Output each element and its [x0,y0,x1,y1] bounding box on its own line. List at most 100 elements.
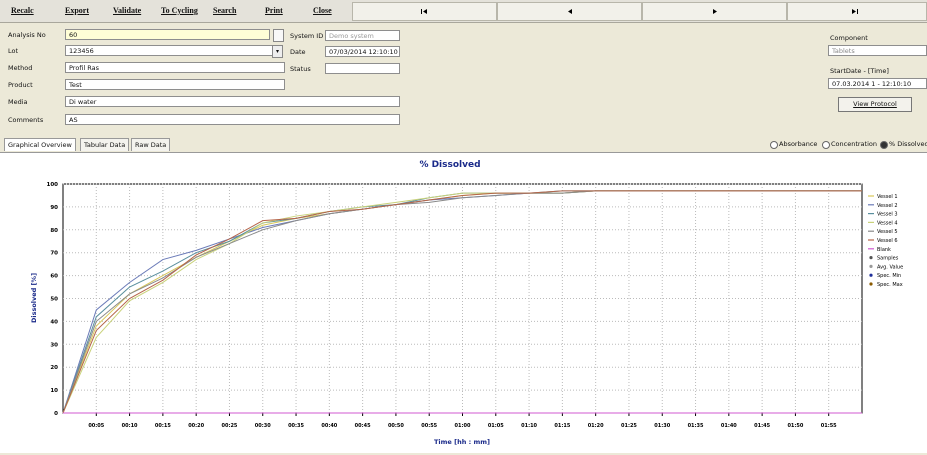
radio-label: % Dissolved [889,140,927,148]
field-label: Media [8,98,28,106]
series-line [62,190,862,414]
x-tick-label: 00:45 [355,423,371,429]
y-tick-label: 60 [50,274,58,280]
x-tick-label: 00:25 [221,423,237,429]
field-label: Comments [8,116,44,124]
x-tick-label: 01:15 [554,423,570,429]
field-input[interactable]: Demo system [325,30,400,41]
next-icon [713,9,717,14]
legend-label: Spec. Max [877,282,903,288]
legend-marker [869,256,873,260]
y-tick-label: 40 [50,319,58,325]
legend-label: Vessel 3 [877,212,898,218]
y-tick-label: 90 [50,205,58,211]
x-tick-label: 01:45 [754,423,770,429]
radio-label: Absorbance [779,140,818,148]
field-input[interactable]: 07/03/2014 12:10:10 [325,46,400,57]
dropdown-arrow[interactable]: ▾ [272,45,283,58]
tab[interactable]: Raw Data [131,138,171,151]
field-input[interactable]: 60 [65,29,270,40]
radio-label: Concentration [831,140,877,148]
field-label: Method [8,64,33,72]
y-tick-label: 0 [54,411,58,417]
search-button[interactable]: Search [213,6,237,15]
field-input[interactable]: Test [65,79,285,90]
legend-label: Blank [877,247,891,253]
cycling-button[interactable]: To Cycling [161,6,198,15]
y-axis-label: Dissolved [%] [30,273,38,323]
x-tick-label: 01:10 [521,423,537,429]
y-tick-label: 30 [50,342,58,348]
component-label: Component [830,34,868,42]
legend-label: Vessel 6 [877,238,898,244]
last-button[interactable] [787,2,927,21]
legend-label: Vessel 2 [877,203,898,209]
field-input[interactable]: AS [65,114,400,125]
x-tick-label: 00:20 [188,423,204,429]
x-axis-label: Time [hh : mm] [434,438,490,446]
tab[interactable]: Tabular Data [80,138,130,151]
legend-label: Vessel 1 [877,194,898,200]
field-input[interactable]: 123456 [65,45,280,56]
chart-title: % Dissolved [419,160,480,170]
field-label: Status [290,65,311,73]
legend-label: Spec. Min [877,273,901,279]
x-tick-label: 01:20 [588,423,604,429]
x-tick-label: 00:55 [421,423,437,429]
legend-label: Vessel 5 [877,229,898,235]
y-tick-label: 70 [50,251,58,257]
x-tick-label: 00:30 [255,423,271,429]
start-input[interactable]: 07.03.2014 1 - 12:10:10 [828,78,927,89]
toolbar: Recalc Export Validate To Cycling Search… [0,0,927,23]
prev-icon [568,9,572,14]
first-icon [421,9,427,14]
radio[interactable] [880,141,888,149]
next-button[interactable] [642,2,787,21]
x-tick-label: 01:25 [621,423,637,429]
x-tick-label: 00:15 [155,423,171,429]
view-protocol-button[interactable]: View Protocol [838,97,912,112]
field-label: Lot [8,47,19,55]
field-label: System ID [290,32,324,40]
x-tick-label: 00:05 [88,423,104,429]
y-tick-label: 100 [47,182,59,188]
component-input[interactable]: Tablets [828,45,927,56]
x-tick-label: 01:30 [654,423,670,429]
export-button[interactable]: Export [65,6,89,15]
legend-label: Samples [877,256,899,262]
start-label: StartDate - [Time] [830,67,889,75]
legend-marker [869,282,873,286]
close-button[interactable]: Close [313,6,332,15]
x-tick-label: 01:55 [821,423,837,429]
y-tick-label: 80 [50,228,58,234]
radio[interactable] [822,141,830,149]
y-tick-label: 10 [50,388,58,394]
field-label: Analysis No [8,31,46,39]
x-tick-label: 01:50 [787,423,803,429]
field-label: Product [8,81,33,89]
legend-label: Avg. Value [877,264,903,270]
x-tick-label: 00:50 [388,423,404,429]
y-tick-label: 50 [50,297,58,303]
x-tick-label: 00:35 [288,423,304,429]
radio[interactable] [770,141,778,149]
y-tick-label: 20 [50,365,58,371]
first-button[interactable] [352,2,497,21]
field-input[interactable] [325,63,400,74]
field-input[interactable]: Profil Ras [65,62,285,73]
calendar-button[interactable] [273,29,284,42]
x-tick-label: 00:40 [321,423,337,429]
x-tick-label: 01:40 [721,423,737,429]
field-input[interactable]: Di water [65,96,400,107]
tab[interactable]: Graphical Overview [4,138,76,151]
recalc-button[interactable]: Recalc [11,6,34,15]
legend-marker [869,264,873,268]
prev-button[interactable] [497,2,642,21]
x-tick-label: 01:05 [488,423,504,429]
x-tick-label: 00:10 [122,423,138,429]
validate-button[interactable]: Validate [113,6,142,15]
print-button[interactable]: Print [265,6,283,15]
legend-label: Vessel 4 [877,220,898,226]
field-label: Date [290,48,306,56]
chart: % Dissolved Time [hh : mm] Dissolved [%]… [30,160,903,446]
